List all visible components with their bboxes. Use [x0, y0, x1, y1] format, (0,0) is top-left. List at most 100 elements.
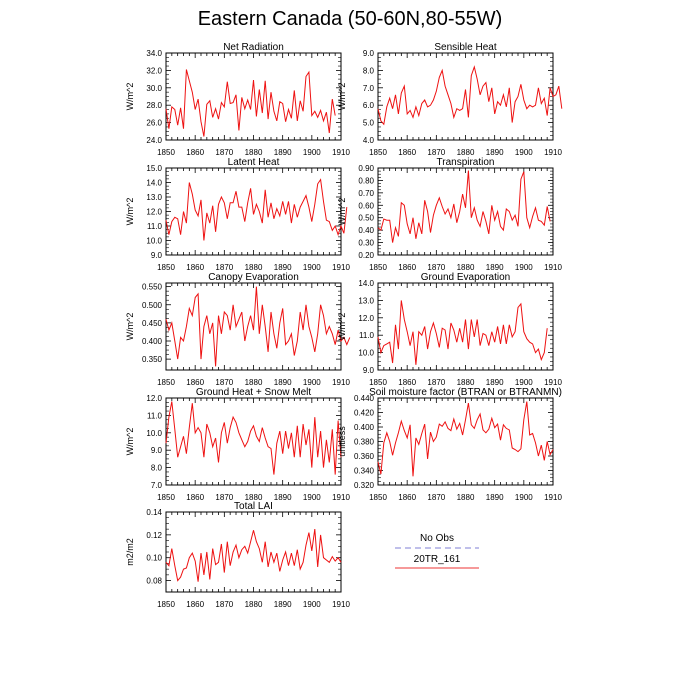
x-tick-label: 1890 [486, 378, 504, 387]
x-tick-label: 1890 [274, 263, 292, 272]
legend: No Obs 20TR_161 [395, 533, 479, 569]
y-axis-label: W/m^2 [125, 83, 135, 111]
x-tick-label: 1860 [398, 493, 416, 502]
series-line-20TR_161 [377, 170, 551, 243]
x-tick-label: 1870 [427, 263, 445, 272]
series-line-20TR_161 [377, 300, 548, 365]
chart-panel-4: Transpiration 1850 1860 1870 1880 1890 1900 191… [337, 157, 562, 272]
x-tick-label: 1900 [303, 493, 321, 502]
y-tick-label: 14.0 [146, 179, 162, 188]
x-tick-label: 1850 [369, 493, 387, 502]
x-tick-label: 1880 [457, 378, 475, 387]
y-tick-label: 0.20 [358, 251, 374, 260]
y-tick-label: 9.0 [363, 49, 375, 58]
y-tick-label: 8.0 [151, 464, 163, 473]
x-tick-label: 1910 [332, 263, 350, 272]
x-tick-label: 1860 [186, 148, 204, 157]
y-tick-label: 0.60 [358, 201, 374, 210]
y-tick-label: 6.0 [363, 101, 375, 110]
x-tick-label: 1880 [245, 148, 263, 157]
x-tick-label: 1850 [157, 600, 175, 609]
y-tick-label: 12.0 [358, 314, 374, 323]
y-tick-label: 0.08 [146, 577, 162, 586]
x-tick-label: 1900 [303, 600, 321, 609]
x-tick-label: 1910 [544, 378, 562, 387]
y-tick-label: 24.0 [146, 136, 162, 145]
y-axis-label: W/m^2 [337, 198, 347, 226]
chart-panel-7: Ground Heat + Snow Melt 1850 1860 1870 1880 1… [125, 387, 350, 502]
series-line-20TR_161 [165, 286, 351, 367]
y-tick-label: 26.0 [146, 119, 162, 128]
y-tick-label: 0.440 [354, 394, 375, 403]
x-tick-label: 1880 [245, 493, 263, 502]
y-tick-label: 30.0 [146, 84, 162, 93]
x-tick-label: 1870 [215, 600, 233, 609]
y-tick-label: 0.380 [354, 438, 375, 447]
x-tick-label: 1890 [274, 148, 292, 157]
x-tick-label: 1890 [486, 493, 504, 502]
y-tick-label: 0.350 [142, 355, 163, 364]
x-tick-label: 1860 [186, 263, 204, 272]
panel-title: Transpiration [437, 157, 495, 168]
x-tick-label: 1910 [544, 148, 562, 157]
x-tick-label: 1850 [157, 263, 175, 272]
x-tick-label: 1910 [544, 263, 562, 272]
panel-title: Total LAI [234, 501, 273, 512]
x-tick-label: 1900 [303, 148, 321, 157]
y-tick-label: 32.0 [146, 66, 162, 75]
x-tick-label: 1890 [274, 378, 292, 387]
x-tick-label: 1880 [457, 493, 475, 502]
x-tick-label: 1850 [369, 378, 387, 387]
y-tick-label: 0.340 [354, 467, 375, 476]
chart-panel-6: Ground Evaporation 1850 1860 1870 1880 1890 19… [337, 272, 562, 387]
series-line-20TR_161 [165, 401, 342, 475]
y-tick-label: 10.0 [146, 429, 162, 438]
y-tick-label: 34.0 [146, 49, 162, 58]
y-tick-label: 0.50 [358, 214, 374, 223]
legend-label-no-obs: No Obs [420, 533, 454, 544]
y-tick-label: 0.10 [146, 554, 162, 563]
y-axis-label: m2/m2 [125, 538, 135, 566]
panel-title: Canopy Evaporation [208, 272, 299, 283]
y-tick-label: 11.0 [147, 411, 163, 420]
y-tick-label: 4.0 [363, 136, 375, 145]
x-tick-label: 1870 [215, 378, 233, 387]
x-tick-label: 1900 [303, 378, 321, 387]
series-line-20TR_161 [165, 529, 342, 582]
x-tick-label: 1870 [215, 493, 233, 502]
y-tick-label: 0.80 [358, 176, 374, 185]
y-tick-label: 0.12 [146, 531, 162, 540]
chart-panel-3: Latent Heat 1850 1860 1870 1880 1890 1900 1910 9… [125, 157, 350, 272]
x-tick-label: 1900 [303, 263, 321, 272]
y-tick-label: 7.0 [151, 481, 163, 490]
series-line-20TR_161 [165, 178, 348, 241]
x-tick-label: 1890 [274, 493, 292, 502]
plot-frame [165, 511, 342, 593]
y-tick-label: 11.0 [147, 222, 163, 231]
x-tick-label: 1870 [215, 263, 233, 272]
x-tick-label: 1890 [274, 600, 292, 609]
series-line-20TR_161 [377, 65, 563, 126]
plot-frame [377, 282, 554, 371]
x-tick-label: 1880 [457, 263, 475, 272]
x-tick-label: 1880 [245, 263, 263, 272]
x-tick-label: 1910 [332, 378, 350, 387]
panel-title: Latent Heat [228, 157, 280, 168]
chart-panel-1: Net Radiation 1850 1860 1870 1880 1890 1900 191… [125, 42, 350, 157]
y-tick-label: 0.420 [354, 409, 375, 418]
y-tick-label: 0.450 [142, 319, 163, 328]
panel-title: Ground Heat + Snow Melt [196, 387, 312, 398]
y-tick-label: 0.14 [146, 508, 162, 517]
y-tick-label: 0.360 [354, 452, 375, 461]
x-tick-label: 1870 [427, 148, 445, 157]
x-tick-label: 1890 [486, 263, 504, 272]
chart-panel-2: Sensible Heat 1850 1860 1870 1880 1890 1900 191… [337, 42, 562, 157]
y-tick-label: 0.30 [358, 239, 374, 248]
x-tick-label: 1850 [369, 148, 387, 157]
y-tick-label: 0.320 [354, 481, 375, 490]
plot-frame [165, 52, 342, 141]
x-tick-label: 1910 [332, 493, 350, 502]
y-tick-label: 0.400 [142, 337, 163, 346]
legend-label-20tr-161: 20TR_161 [414, 554, 461, 565]
